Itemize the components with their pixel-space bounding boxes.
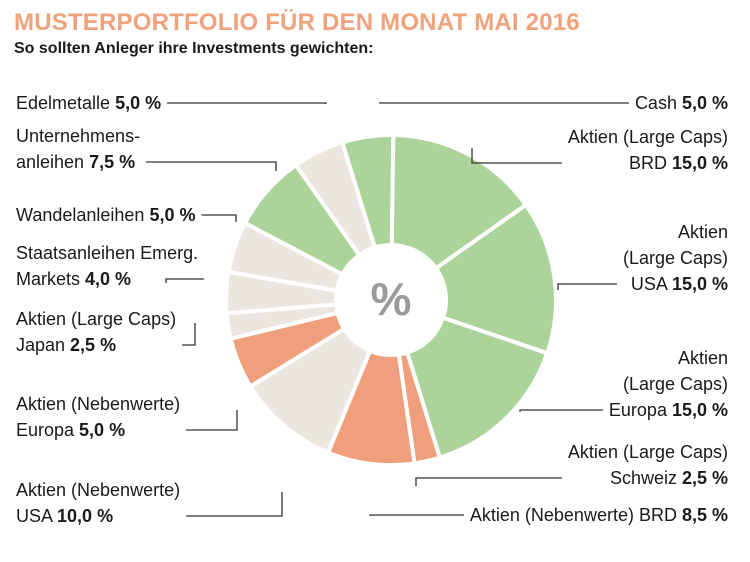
label-value: 5,0 % [682,93,728,113]
leader-wandelanleihen [201,214,237,222]
label-edelmetalle: Edelmetalle 5,0 % [16,93,161,113]
label-value: 4,0 % [85,269,131,289]
label-value: 2,5 % [70,335,116,355]
slice-aktien-large-caps-brd [389,132,529,272]
label-unternehmensanleihen: Unternehmens-anleihen 7,5 % [16,126,140,172]
leader-edelmetalle [167,102,327,104]
label-value: 5,0 % [79,420,125,440]
label-value: 15,0 % [672,400,728,420]
label-aktien-large-caps-brd: Aktien (Large Caps) BRD 15,0 % [568,127,728,173]
leader-cash [379,102,629,104]
leader-aktien-large-caps-usa [557,283,617,290]
leader-staatsanleihen-emerg-markets [165,278,205,283]
label-value: 2,5 % [682,468,728,488]
slice-edelmetalle [293,139,378,258]
label-aktien-large-caps-europa: Aktien (Large Caps) Europa 15,0 % [609,348,728,420]
label-value: 8,5 % [682,505,728,525]
leader-aktien-large-caps-schweiz [415,477,562,486]
leader-aktien-large-caps-brd [471,148,562,164]
chart-title: MUSTERPORTFOLIO FÜR DEN MONAT MAI 2016 [14,9,580,36]
slice-labels: Cash 5,0 % Aktien (Large Caps) BRD 15,0 % A… [16,93,728,526]
leader-aktien-large-caps-europa [519,409,603,412]
label-cash: Cash 5,0 % [635,93,728,113]
center-percent-label: % [371,273,412,325]
leader-aktien-nebenwerte-usa [186,492,283,517]
leader-unternehmensanleihen [146,161,277,171]
slice-aktien-large-caps-europa [404,315,550,461]
label-value: 5,0 % [149,205,195,225]
label-aktien-nebenwerte-europa: Aktien (Nebenwerte) Europa 5,0 % [16,394,180,440]
chart-subtitle: So sollten Anleger ihre Investments gewi… [14,40,374,57]
leader-aktien-nebenwerte-brd [369,514,464,516]
label-staatsanleihen-emerg-markets: Staatsanleihen Emerg. Markets 4,0 % [16,243,198,289]
label-aktien-nebenwerte-brd: Aktien (Nebenwerte) BRD 8,5 % [470,505,728,525]
leader-aktien-nebenwerte-europa [186,410,238,431]
label-value: 5,0 % [115,93,161,113]
slice-aktien-large-caps-usa [433,202,558,356]
label-aktien-large-caps-usa: Aktien (Large Caps) USA 15,0 % [623,222,728,294]
leader-lines [146,102,629,517]
label-value: 7,5 % [89,152,135,172]
label-aktien-nebenwerte-usa: Aktien (Nebenwerte) USA 10,0 % [16,480,180,526]
label-aktien-large-caps-schweiz: Aktien (Large Caps) Schweiz 2,5 % [568,442,728,488]
label-aktien-large-caps-japan: Aktien (Large Caps) Japan 2,5 % [16,309,176,355]
label-value: 10,0 % [57,506,113,526]
leader-aktien-large-caps-japan [182,323,196,346]
label-wandelanleihen: Wandelanleihen 5,0 % [16,205,195,225]
label-value: 15,0 % [672,274,728,294]
label-value: 15,0 % [672,153,728,173]
pie-slices [224,132,558,467]
